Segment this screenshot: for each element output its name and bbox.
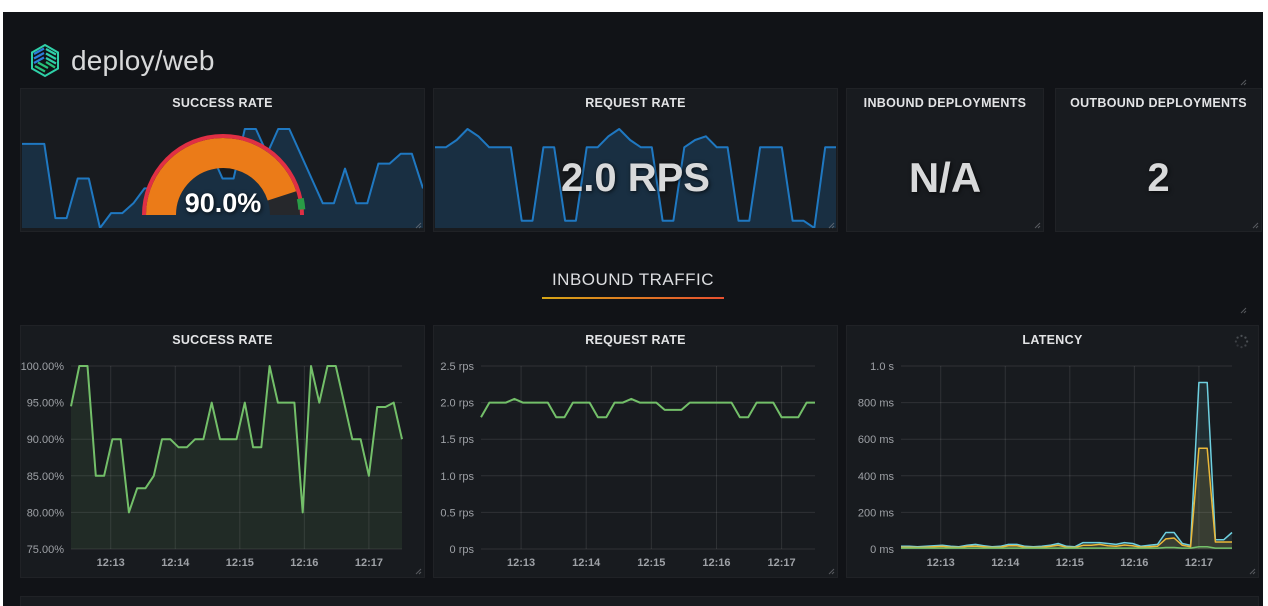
request-rate-value: 2.0 RPS (561, 155, 710, 200)
svg-text:12:13: 12:13 (927, 557, 955, 569)
deploy-logo-icon (25, 41, 65, 81)
gauge-arc (145, 138, 296, 216)
resize-handle-icon[interactable] (827, 567, 835, 575)
panel-inbound-latency-graph: 0 ms 200 ms 400 ms 600 ms 800 ms 1.0 s 12:13 12… (846, 325, 1259, 578)
svg-text:12:16: 12:16 (1120, 557, 1148, 569)
panel-title-inbound-deployments[interactable]: INBOUND DEPLOYMENTS (863, 96, 1027, 110)
resize-handle-icon[interactable] (414, 221, 422, 229)
svg-text:90.00%: 90.00% (27, 434, 65, 446)
panel-title-inbound-latency[interactable]: LATENCY (1022, 333, 1083, 347)
inbound-success-rate-chart[interactable]: 75.00% 80.00% 85.00% 90.00% 95.00% 100.00% 12:… (21, 326, 424, 577)
panel-title-request-rate[interactable]: REQUEST RATE (585, 96, 686, 110)
next-row-panel-partial (20, 596, 1259, 606)
panel-inbound-success-rate-graph: 75.00% 80.00% 85.00% 90.00% 95.00% 100.00% 12:… (20, 325, 425, 578)
svg-text:12:16: 12:16 (290, 557, 318, 569)
panel-title-outbound-deployments[interactable]: OUTBOUND DEPLOYMENTS (1070, 96, 1247, 110)
svg-text:12:13: 12:13 (507, 557, 535, 569)
loading-spinner-icon (1234, 334, 1249, 349)
svg-text:12:17: 12:17 (1185, 557, 1213, 569)
inbound-deployments-value: N/A (908, 154, 982, 201)
panel-title-inbound-success-rate[interactable]: SUCCESS RATE (172, 333, 273, 347)
row-title-underline (542, 297, 724, 299)
gauge-value: 90.0% (184, 188, 261, 218)
svg-text:1.0 rps: 1.0 rps (440, 471, 474, 483)
panel-outbound-deployments-stat: OUTBOUND DEPLOYMENTS 2 (1055, 88, 1262, 232)
resize-handle-icon[interactable] (414, 567, 422, 575)
svg-text:0 ms: 0 ms (870, 544, 894, 556)
svg-text:12:14: 12:14 (991, 557, 1020, 569)
svg-text:12:15: 12:15 (1056, 557, 1084, 569)
svg-text:1.0 s: 1.0 s (870, 361, 894, 373)
svg-text:100.00%: 100.00% (21, 361, 64, 373)
svg-text:85.00%: 85.00% (27, 471, 65, 483)
resize-handle-icon[interactable] (827, 221, 835, 229)
inbound-latency-chart[interactable]: 0 ms 200 ms 400 ms 600 ms 800 ms 1.0 s 12:13 12… (847, 326, 1258, 577)
panel-success-rate-stat: 90.0% SUCCESS RATE (20, 88, 425, 232)
success-rate-sparkline (22, 127, 423, 228)
svg-text:12:15: 12:15 (226, 557, 254, 569)
dashboard-title: deploy/web (71, 45, 215, 76)
request-rate-sparkline (435, 127, 836, 228)
svg-text:75.00%: 75.00% (27, 544, 65, 556)
panel-inbound-request-rate-graph: 0 rps 0.5 rps 1.0 rps 1.5 rps 2.0 rps 2.5 rps… (433, 325, 838, 578)
svg-text:2.0 rps: 2.0 rps (440, 398, 474, 410)
dashboard: deploy/web 90.0% SUCCESS RATE 2.0 RPS RE… (3, 12, 1263, 606)
resize-handle-icon[interactable] (1239, 78, 1247, 86)
svg-text:12:14: 12:14 (572, 557, 601, 569)
svg-text:200 ms: 200 ms (858, 507, 895, 519)
outbound-deployments-value: 2 (1147, 155, 1170, 200)
svg-text:12:15: 12:15 (637, 557, 665, 569)
svg-text:1.5 rps: 1.5 rps (440, 434, 474, 446)
row-header-inbound-traffic: INBOUND TRAFFIC (3, 270, 1263, 299)
svg-text:95.00%: 95.00% (27, 398, 65, 410)
svg-text:2.5 rps: 2.5 rps (440, 361, 474, 373)
panel-title-success-rate[interactable]: SUCCESS RATE (172, 96, 273, 110)
resize-handle-icon[interactable] (1251, 221, 1259, 229)
gauge-threshold-tick (296, 197, 305, 210)
svg-text:0.5 rps: 0.5 rps (440, 507, 474, 519)
resize-handle-icon[interactable] (1033, 221, 1041, 229)
svg-text:800 ms: 800 ms (858, 398, 895, 410)
dashboard-header: deploy/web (25, 40, 215, 82)
row-title: INBOUND TRAFFIC (551, 270, 715, 289)
svg-text:12:17: 12:17 (768, 557, 796, 569)
inbound-request-rate-chart[interactable]: 0 rps 0.5 rps 1.0 rps 1.5 rps 2.0 rps 2.5 rps… (434, 326, 837, 577)
svg-text:12:17: 12:17 (355, 557, 383, 569)
svg-text:12:13: 12:13 (97, 557, 125, 569)
svg-text:0 rps: 0 rps (450, 544, 475, 556)
svg-text:12:16: 12:16 (702, 557, 730, 569)
panel-title-inbound-request-rate[interactable]: REQUEST RATE (585, 333, 686, 347)
success-rate-gauge: 90.0% (141, 134, 305, 218)
svg-text:400 ms: 400 ms (858, 471, 895, 483)
resize-handle-icon[interactable] (1248, 567, 1256, 575)
svg-text:600 ms: 600 ms (858, 434, 895, 446)
svg-text:12:14: 12:14 (161, 557, 190, 569)
svg-text:80.00%: 80.00% (27, 507, 65, 519)
panel-inbound-deployments-stat: INBOUND DEPLOYMENTS N/A (846, 88, 1044, 232)
gauge-outer-ring (141, 134, 304, 216)
panel-request-rate-stat: 2.0 RPS REQUEST RATE (433, 88, 838, 232)
resize-handle-icon[interactable] (1239, 306, 1247, 314)
